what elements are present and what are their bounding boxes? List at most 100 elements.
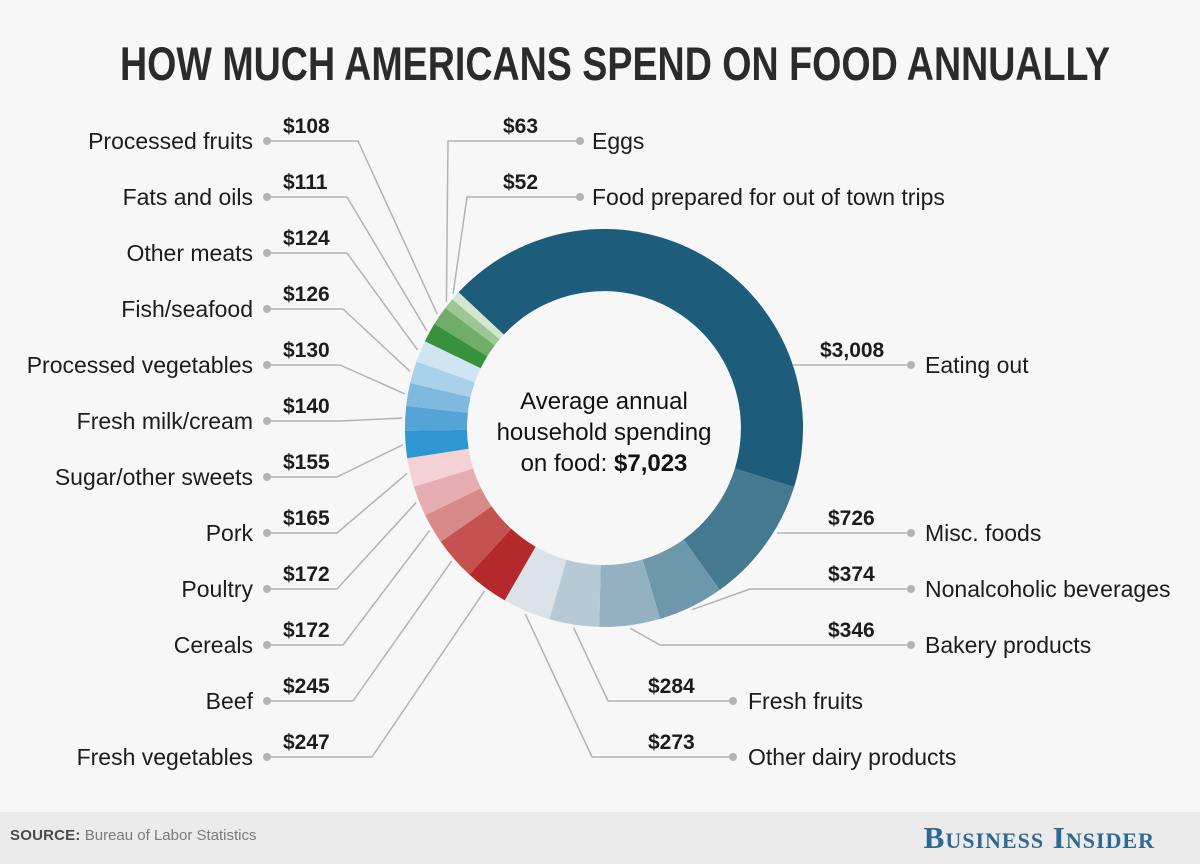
connector-line-bakery-products [629, 627, 911, 646]
connector-line-fresh-milk-cream [267, 417, 403, 422]
segment-fresh-milk-cream [404, 405, 468, 431]
value-nonalcoholic-beverages: $374 [828, 563, 875, 586]
connector-dot-eggs [576, 137, 584, 145]
center-text-amount: $7,023 [614, 450, 688, 477]
segment-sugar-other-sweets [405, 429, 469, 459]
donut-center-text: Average annual household spending on foo… [489, 386, 719, 479]
connector-line-processed-vegetables [267, 364, 406, 395]
segment-nonalcoholic-beverages [642, 539, 720, 619]
label-fresh-fruits: Fresh fruits [748, 688, 864, 714]
connector-dot-food-prepared-for-out-of-town-trips [576, 193, 584, 201]
segment-poultry [413, 468, 481, 516]
value-processed-fruits: $108 [283, 115, 330, 138]
label-fish-seafood: Fish/seafood [121, 296, 253, 322]
value-eggs: $63 [503, 115, 539, 138]
value-cereals: $172 [283, 619, 330, 642]
value-fresh-vegetables: $247 [283, 731, 330, 754]
label-processed-vegetables: Processed vegetables [26, 352, 253, 378]
connector-line-food-prepared-for-out-of-town-trips [452, 196, 580, 294]
connector-line-beef [267, 560, 453, 702]
segment-pork [407, 448, 474, 487]
segment-eggs [445, 299, 500, 346]
connector-dot-other-meats [263, 249, 271, 257]
label-pork: Pork [205, 520, 253, 546]
connector-dot-processed-vegetables [263, 361, 271, 369]
segment-misc-foods [683, 468, 795, 590]
connector-line-fresh-vegetables [267, 590, 486, 758]
label-eggs: Eggs [592, 128, 645, 154]
label-processed-fruits: Processed fruits [88, 128, 253, 154]
connector-dot-pork [263, 529, 271, 537]
label-fats-and-oils: Fats and oils [122, 184, 253, 210]
label-fresh-vegetables: Fresh vegetables [76, 744, 253, 770]
connector-dot-processed-fruits [263, 137, 271, 145]
value-fresh-milk-cream: $140 [283, 395, 330, 418]
source-text: Bureau of Labor Statistics [84, 827, 257, 844]
donut-chart [263, 137, 915, 761]
value-sugar-other-sweets: $155 [283, 451, 330, 474]
connector-line-nonalcoholic-beverages [692, 588, 911, 611]
segment-bakery-products [599, 559, 661, 627]
connector-line-other-meats [267, 252, 419, 351]
segment-other-meats [416, 341, 481, 383]
value-fish-seafood: $126 [283, 283, 330, 306]
segment-cereals [425, 488, 492, 542]
segment-other-dairy-products [504, 546, 567, 620]
footer-bar: SOURCE: Bureau of Labor Statistics Busin… [0, 812, 1200, 864]
label-poultry: Poultry [181, 576, 253, 602]
label-beef: Beef [205, 688, 253, 714]
label-other-meats: Other meats [126, 240, 253, 266]
value-poultry: $172 [283, 563, 330, 586]
connector-dot-fish-seafood [263, 305, 271, 313]
connector-line-fresh-fruits [572, 627, 733, 702]
label-fresh-milk-cream: Fresh milk/cream [76, 408, 253, 434]
connector-line-processed-fruits [267, 140, 438, 315]
value-misc-foods: $726 [828, 507, 875, 530]
connector-dot-misc-foods [907, 529, 915, 537]
segment-fish-seafood [410, 361, 475, 398]
connector-line-other-dairy-products [524, 613, 733, 758]
segment-fresh-vegetables [469, 528, 536, 601]
center-text-prefix: Average annual household spending on foo… [496, 388, 712, 477]
value-processed-vegetables: $130 [283, 339, 330, 362]
value-other-dairy-products: $273 [648, 731, 695, 754]
connector-line-sugar-other-sweets [267, 444, 404, 478]
label-eating-out: Eating out [925, 352, 1029, 378]
connector-dot-poultry [263, 585, 271, 593]
connector-dot-eating-out [907, 361, 915, 369]
label-food-prepared-for-out-of-town-trips: Food prepared for out of town trips [592, 184, 945, 210]
connector-dot-fresh-milk-cream [263, 417, 271, 425]
connector-line-fats-and-oils [267, 196, 428, 332]
connector-dot-bakery-products [907, 641, 915, 649]
label-nonalcoholic-beverages: Nonalcoholic beverages [925, 576, 1171, 602]
connector-dot-nonalcoholic-beverages [907, 585, 915, 593]
connector-dot-fresh-vegetables [263, 753, 271, 761]
value-fresh-fruits: $284 [648, 675, 695, 698]
segment-processed-vegetables [406, 383, 471, 413]
segment-food-prepared-for-out-of-town-trips [452, 292, 504, 340]
segment-fresh-fruits [549, 559, 601, 627]
connector-line-pork [267, 472, 408, 534]
connector-dot-cereals [263, 641, 271, 649]
value-bakery-products: $346 [828, 619, 875, 642]
label-bakery-products: Bakery products [925, 632, 1092, 658]
chart-title: HOW MUCH AMERICANS SPEND ON FOOD ANNUALL… [120, 37, 1111, 90]
connector-line-cereals [267, 529, 431, 646]
value-fats-and-oils: $111 [283, 171, 328, 194]
label-other-dairy-products: Other dairy products [748, 744, 957, 770]
connector-dot-other-dairy-products [729, 753, 737, 761]
segment-fats-and-oils [424, 323, 488, 369]
segment-eating-out [458, 229, 804, 487]
connector-dot-fats-and-oils [263, 193, 271, 201]
connector-line-fish-seafood [267, 308, 411, 372]
value-pork: $165 [283, 507, 330, 530]
connector-dot-fresh-fruits [729, 697, 737, 705]
segment-processed-fruits [434, 308, 495, 357]
segment-beef [440, 506, 512, 575]
connector-dot-beef [263, 697, 271, 705]
connector-line-poultry [267, 501, 417, 590]
source-note: SOURCE: Bureau of Labor Statistics [10, 827, 257, 844]
value-food-prepared-for-out-of-town-trips: $52 [503, 171, 539, 194]
label-cereals: Cereals [173, 632, 253, 658]
